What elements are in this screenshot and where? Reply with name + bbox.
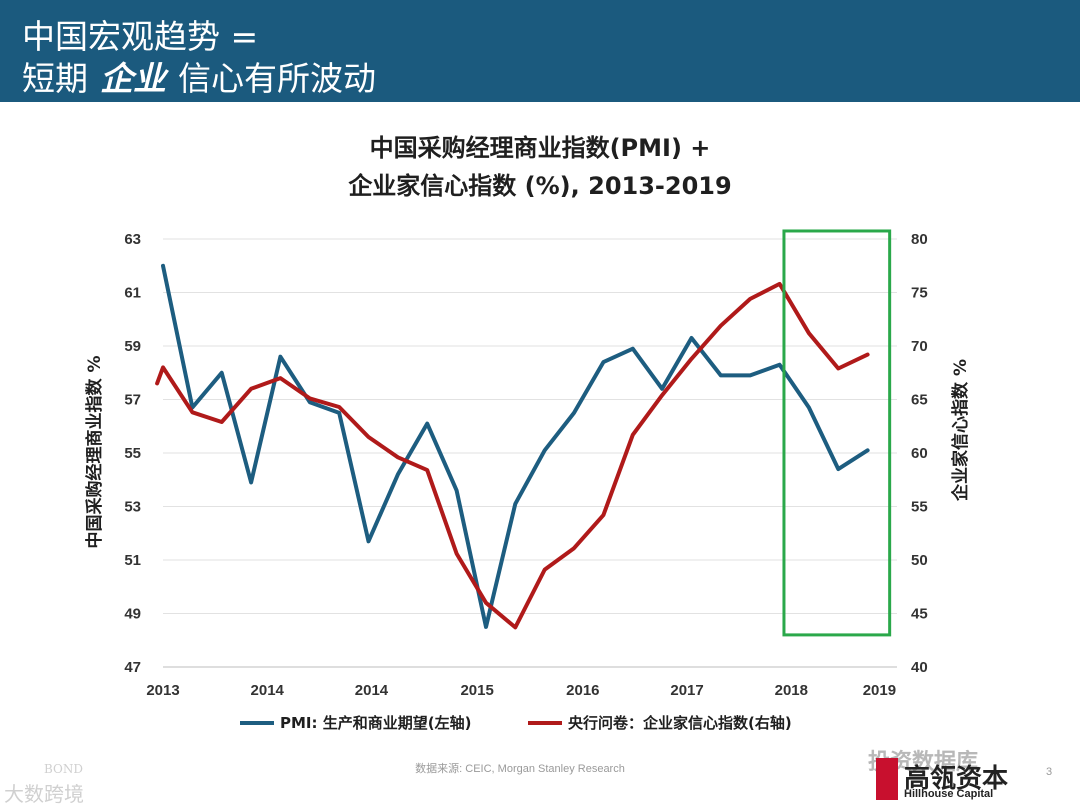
right-tick-label: 40 [911, 659, 928, 676]
left-tick-label: 47 [124, 659, 141, 676]
x-tick-label: 2014 [355, 682, 389, 699]
x-tick-label: 2018 [775, 682, 808, 699]
pmi-series-line [161, 263, 870, 629]
x-tick-label: 2016 [566, 682, 599, 699]
logo-chinese: 高瓴资本 [904, 764, 1009, 794]
left-tick-label: 61 [124, 285, 141, 302]
right-tick-label: 75 [911, 285, 928, 302]
legend-swatch-pmi [240, 720, 274, 725]
chart-title-line2: 企业家信心指数 (%), 2013-2019 [348, 172, 732, 200]
slide-title-suffix: 信心有所波动 [178, 59, 376, 98]
highlight-rect [782, 229, 892, 637]
right-tick-label: 45 [911, 606, 928, 623]
highlight-box [782, 229, 892, 637]
x-tick-label: 2014 [251, 682, 285, 699]
left-tick-label: 57 [124, 392, 141, 409]
right-tick-label: 65 [911, 392, 928, 409]
watermark-left-bottom: 大数跨境 [4, 782, 84, 806]
left-tick-label: 59 [124, 338, 141, 355]
x-tick-label: 2013 [146, 682, 179, 699]
right-tick-label: 80 [911, 231, 928, 248]
left-tick-label: 49 [124, 606, 141, 623]
right-tick-label: 70 [911, 338, 928, 355]
left-tick-label: 63 [124, 231, 141, 248]
right-tick-label: 55 [911, 499, 928, 516]
watermark-left-top: BOND [44, 762, 83, 776]
confidence-series-line [155, 281, 870, 630]
data-source: 数据来源: CEIC, Morgan Stanley Research [415, 763, 625, 775]
left-axis-label: 中国采购经理商业指数 % [84, 356, 105, 549]
left-tick-label: 51 [124, 552, 141, 569]
page-number: 3 [1046, 766, 1053, 778]
legend-label-pmi: PMI: 生产和商业期望(左轴) [280, 714, 472, 732]
chart-title-line1: 中国采购经理商业指数(PMI) + [369, 134, 711, 162]
right-tick-label: 50 [911, 552, 928, 569]
x-axis-ticks: 2013 2014 2014 2015 2016 2017 2018 2019 [146, 682, 896, 699]
legend-item-confidence: 央行问卷：企业家信心指数(右轴) [528, 712, 792, 733]
slide-title-line1: 中国宏观趋势 = [22, 17, 259, 56]
legend: PMI: 生产和商业期望(左轴) 央行问卷：企业家信心指数(右轴) [0, 712, 1080, 738]
legend-label-confidence: 央行问卷：企业家信心指数(右轴) [568, 714, 792, 732]
left-tick-label: 55 [124, 445, 141, 462]
right-tick-label: 60 [911, 445, 928, 462]
gridlines [163, 238, 897, 668]
x-tick-label: 2019 [863, 682, 896, 699]
right-axis-label: 企业家信心指数 % [950, 359, 971, 502]
left-tick-label: 53 [124, 499, 141, 516]
x-tick-label: 2015 [460, 682, 493, 699]
slide-title-emphasis: 企业 [100, 59, 166, 98]
hillhouse-logo-mark [876, 758, 898, 800]
x-tick-label: 2017 [670, 682, 703, 699]
legend-item-pmi: PMI: 生产和商业期望(左轴) [240, 712, 471, 733]
slide-title-line2: 短期 企业 信心有所波动 [22, 52, 376, 100]
right-axis-ticks: 40 45 50 55 60 65 70 75 80 [911, 231, 928, 676]
slide-title-prefix: 短期 [22, 59, 88, 98]
title-banner: 中国宏观趋势 = 短期 企业 信心有所波动 [0, 0, 1080, 102]
logo-english: Hillhouse Capital [904, 788, 994, 800]
series-lines [155, 263, 870, 630]
left-axis-ticks: 47 49 51 53 55 57 59 61 63 [124, 231, 141, 676]
legend-swatch-confidence [528, 720, 562, 725]
